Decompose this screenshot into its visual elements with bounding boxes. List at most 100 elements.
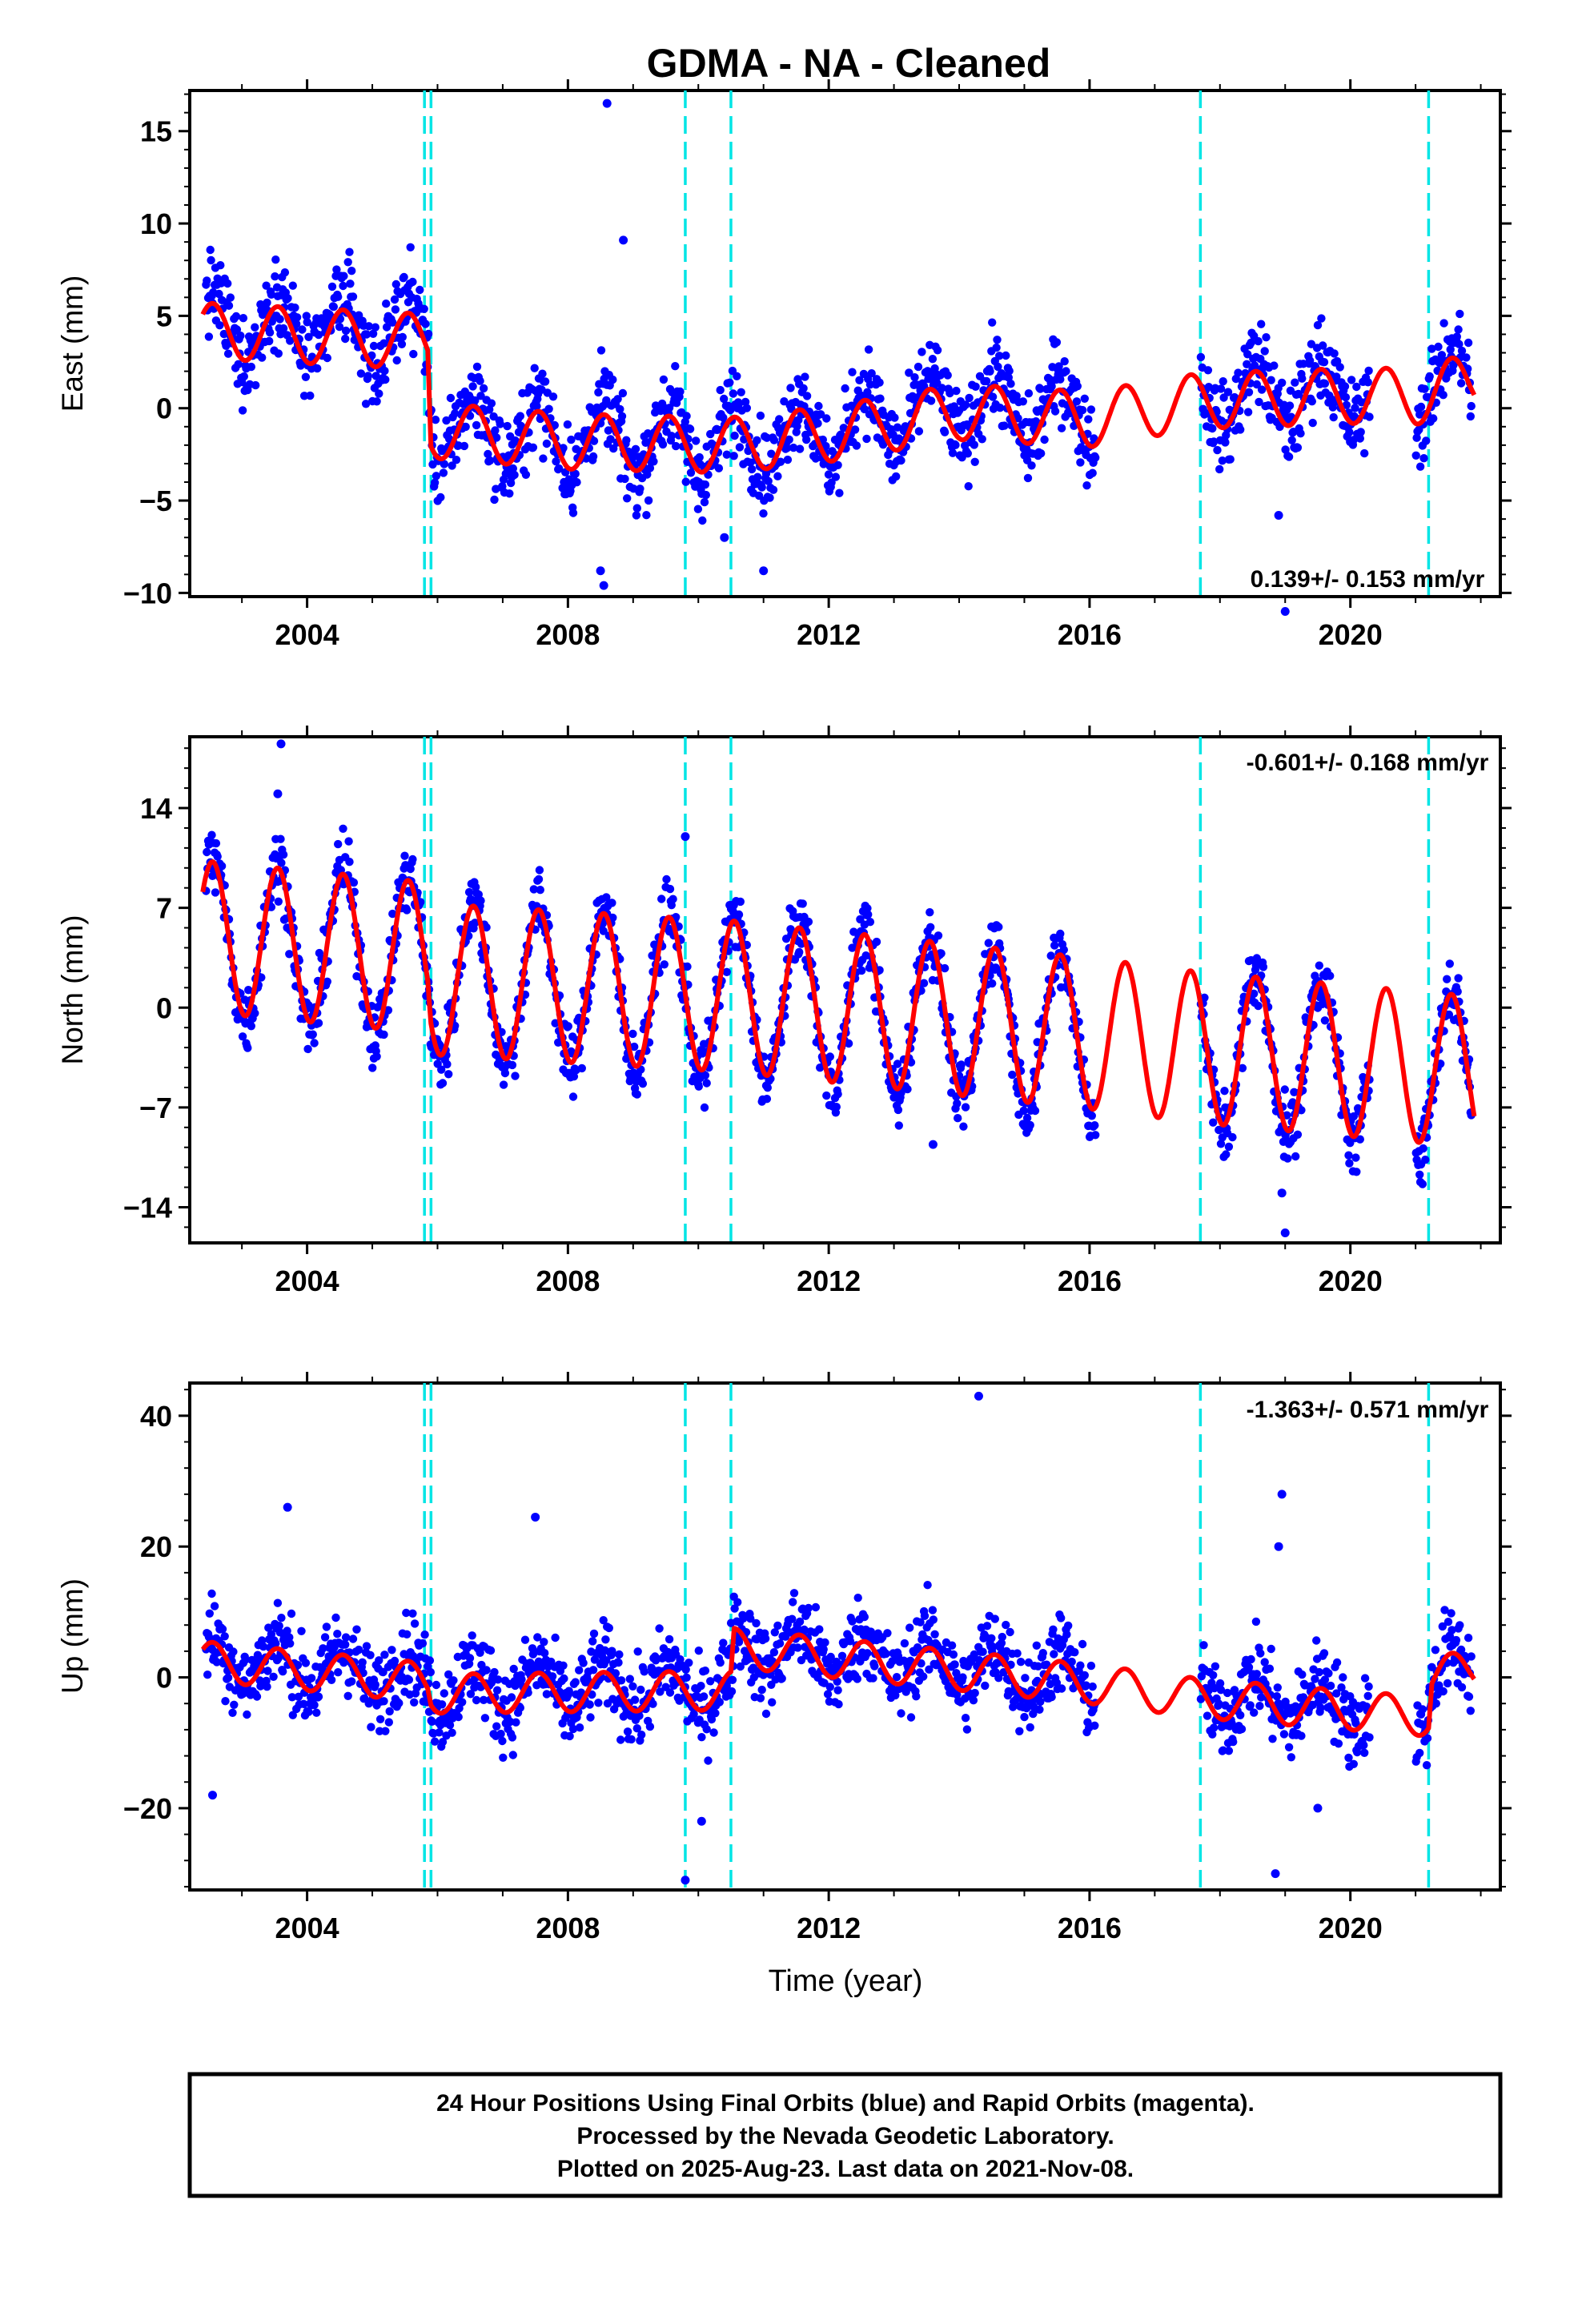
north-x-tick-label: 2008 (536, 1265, 600, 1297)
north-data-point (937, 949, 946, 958)
east-data-point (1320, 379, 1330, 388)
east-data-point (1215, 464, 1224, 474)
east-data-point (1335, 363, 1344, 372)
north-data-point (1222, 1150, 1231, 1159)
east-data-point (346, 279, 355, 288)
north-data-point (599, 927, 608, 935)
up-data-point (420, 1630, 429, 1639)
north-data-point (863, 904, 872, 913)
up-data-point (697, 1682, 705, 1691)
north-outlier-point (928, 1140, 938, 1149)
east-data-point (313, 364, 322, 373)
up-data-point (727, 1687, 737, 1696)
north-data-point (211, 838, 221, 848)
up-data-point (1250, 1708, 1259, 1717)
east-data-point (552, 457, 560, 466)
up-data-point (811, 1602, 821, 1612)
up-data-point (243, 1710, 251, 1719)
east-data-point (860, 404, 869, 414)
east-data-point (764, 476, 773, 485)
up-data-point (834, 1699, 843, 1709)
up-outlier-point (208, 1791, 218, 1800)
east-data-point (606, 435, 615, 444)
north-data-point (736, 897, 745, 907)
up-data-point (881, 1649, 890, 1659)
east-data-point (263, 298, 271, 308)
east-data-point (347, 267, 356, 275)
north-data-point (865, 918, 875, 927)
east-data-point (1006, 380, 1015, 388)
east-data-point (1365, 412, 1374, 421)
north-data-point (344, 837, 353, 846)
north-data-point (798, 899, 807, 908)
up-outlier-point (1313, 1803, 1323, 1813)
east-data-point (773, 472, 782, 480)
east-data-point (492, 433, 501, 442)
east-data-point (323, 353, 331, 363)
east-data-point (963, 449, 973, 458)
up-data-point (761, 1709, 771, 1719)
up-data-point (793, 1643, 802, 1652)
east-data-point (239, 314, 248, 323)
east-data-point (890, 413, 899, 422)
north-data-point (660, 960, 669, 969)
north-data-point (864, 910, 873, 919)
east-data-point (1466, 412, 1476, 421)
north-data-point (251, 1009, 259, 1018)
east-data-point (1196, 352, 1206, 362)
east-data-point (223, 349, 233, 358)
north-data-point (383, 1006, 393, 1015)
north-data-point (1293, 1130, 1303, 1140)
north-data-point (443, 1059, 452, 1069)
up-data-point (702, 1725, 711, 1734)
up-data-point (472, 1695, 481, 1705)
up-data-point (715, 1698, 724, 1707)
north-data-point (1315, 961, 1324, 970)
east-data-point (215, 321, 224, 330)
north-outlier-point (681, 832, 690, 842)
east-data-point (1308, 418, 1317, 428)
east-data-point (965, 393, 974, 403)
north-data-point (437, 1065, 446, 1074)
up-data-point (366, 1651, 375, 1659)
east-data-point (821, 441, 830, 451)
north-data-point (638, 1080, 648, 1088)
north-data-point (701, 1071, 710, 1080)
north-data-point (926, 923, 935, 932)
east-data-point (490, 495, 499, 505)
up-data-point (608, 1647, 616, 1655)
east-data-point (897, 456, 905, 465)
east-data-point (864, 345, 873, 354)
up-data-point (775, 1639, 785, 1648)
up-data-point (480, 1714, 490, 1723)
north-data-point (991, 963, 1000, 972)
east-data-point (476, 376, 484, 385)
up-data-point (1319, 1649, 1329, 1658)
up-data-point (210, 1602, 219, 1610)
east-data-point (371, 323, 379, 332)
east-data-point (283, 294, 292, 303)
east-y-tick-label: −5 (139, 485, 172, 517)
up-data-point (380, 1651, 389, 1659)
east-outlier-point (619, 235, 628, 245)
up-data-point (1452, 1635, 1461, 1645)
east-data-point (554, 464, 564, 473)
east-data-point (391, 305, 400, 314)
east-data-point (765, 493, 774, 502)
east-data-point (993, 336, 1002, 344)
east-data-point (1330, 349, 1339, 358)
east-x-tick-label: 2016 (1058, 618, 1122, 651)
east-data-point (496, 420, 504, 428)
east-data-point (479, 384, 488, 393)
east-data-point (733, 372, 741, 380)
up-data-point (371, 1680, 379, 1689)
east-data-point (332, 265, 341, 274)
east-data-point (695, 452, 704, 462)
east-data-point (236, 332, 245, 340)
up-data-point (230, 1700, 239, 1709)
up-data-point (987, 1634, 996, 1642)
north-data-point (314, 1019, 323, 1027)
north-data-point (403, 906, 412, 915)
up-data-point (322, 1622, 331, 1631)
